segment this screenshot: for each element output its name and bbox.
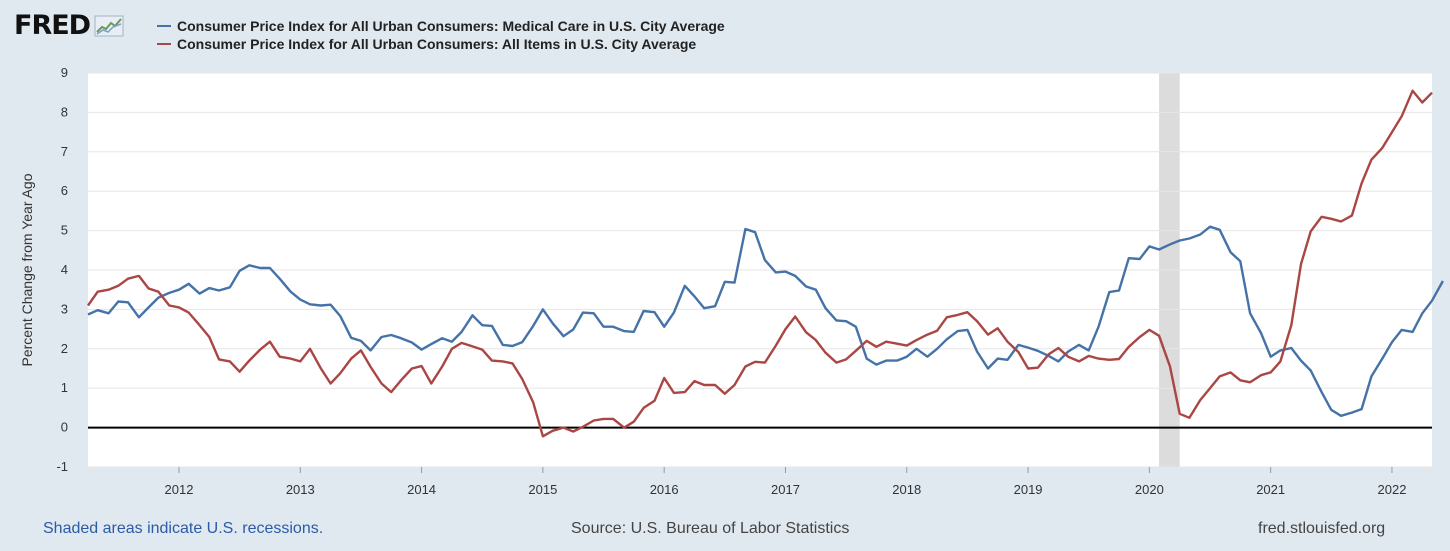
fred-logo-text: FRED [14,10,91,41]
y-tick-label: 4 [61,262,68,277]
y-tick-label: 7 [61,144,68,159]
y-tick-label: 0 [61,420,68,435]
x-tick-label: 2018 [892,482,921,497]
y-tick-label: 1 [61,380,68,395]
fred-url-link[interactable]: fred.stlouisfed.org [1258,520,1386,537]
series-line-medical [87,225,1444,417]
x-tick-label: 2015 [528,482,557,497]
y-tick-label: 5 [61,223,68,238]
legend-label-all-items: Consumer Price Index for All Urban Consu… [177,36,697,52]
x-tick-label: 2014 [407,482,436,497]
x-tick-label: 2013 [286,482,315,497]
recession-note-link[interactable]: Shaded areas indicate U.S. recessions. [43,520,324,537]
x-tick-label: 2012 [165,482,194,497]
legend-item-medical-care[interactable]: Consumer Price Index for All Urban Consu… [157,17,725,35]
x-tick-label: 2019 [1014,482,1043,497]
y-tick-label: 9 [61,65,68,80]
chart-legend: Consumer Price Index for All Urban Consu… [157,17,725,53]
y-tick-label: 2 [61,341,68,356]
source-note: Source: U.S. Bureau of Labor Statistics [571,520,850,537]
x-tick-label: 2016 [650,482,679,497]
x-tick-label: 2020 [1135,482,1164,497]
legend-item-all-items[interactable]: Consumer Price Index for All Urban Consu… [157,35,725,53]
legend-swatch-medical-care [157,25,171,27]
y-tick-label: 6 [61,183,68,198]
fred-logo[interactable]: FRED [14,10,124,41]
y-tick-label: 8 [61,104,68,119]
x-tick-label: 2017 [771,482,800,497]
y-tick-label: -1 [56,459,68,474]
y-axis-label: Percent Change from Year Ago [19,173,35,366]
x-tick-label: 2021 [1256,482,1285,497]
y-tick-label: 3 [61,301,68,316]
trend-graph-icon [94,15,124,36]
series-line-all-items [87,89,1433,438]
x-tick-label: 2022 [1378,482,1407,497]
legend-swatch-all-items [157,43,171,45]
legend-label-medical-care: Consumer Price Index for All Urban Consu… [177,18,725,34]
